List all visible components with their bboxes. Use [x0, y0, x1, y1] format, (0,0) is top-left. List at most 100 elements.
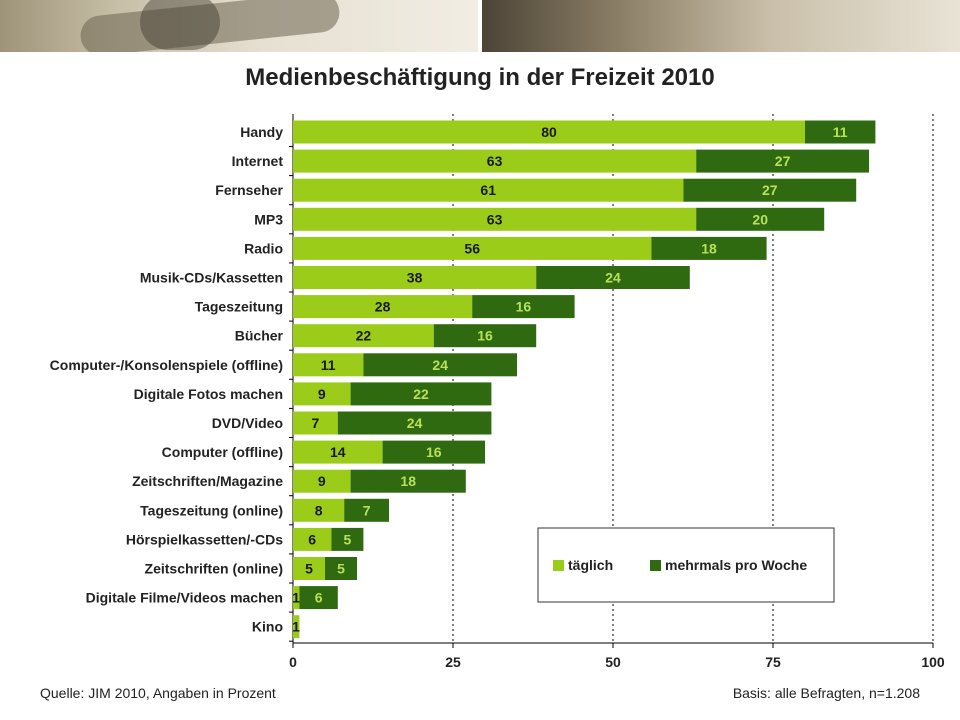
- bar-taeglich-12: [293, 469, 351, 493]
- data-label-taeglich-0: 80: [541, 124, 557, 140]
- bar-taeglich-5: [293, 266, 537, 289]
- source-note: Quelle: JIM 2010, Angaben in Prozent: [40, 685, 276, 701]
- bar-mehrmals-9: [350, 382, 492, 406]
- data-label-taeglich-1: 63: [487, 153, 503, 169]
- data-label-mehrmals-2: 27: [762, 182, 778, 198]
- data-label-mehrmals-14: 5: [344, 531, 352, 547]
- data-label-taeglich-15: 5: [305, 561, 313, 577]
- data-label-taeglich-14: 6: [308, 531, 316, 547]
- data-label-taeglich-11: 14: [330, 444, 346, 460]
- category-label-16: Digitale Filme/Videos machen: [86, 590, 283, 606]
- data-label-mehrmals-11: 16: [426, 444, 442, 460]
- bar-mehrmals-0: [805, 120, 876, 144]
- bar-mehrmals-10: [337, 411, 492, 435]
- bar-taeglich-0: [293, 120, 805, 144]
- data-label-mehrmals-16: 6: [315, 590, 323, 606]
- category-label-13: Tageszeitung (online): [140, 502, 283, 518]
- legend-box: [537, 527, 835, 603]
- bar-mehrmals-6: [472, 295, 575, 319]
- data-label-mehrmals-3: 20: [752, 211, 768, 227]
- legend-swatch-mehrmals: [650, 560, 661, 571]
- data-label-mehrmals-0: 11: [833, 124, 848, 140]
- bar-mehrmals-13: [344, 498, 389, 522]
- bar-taeglich-9: [293, 382, 351, 406]
- bar-mehrmals-7: [433, 324, 537, 348]
- legend-label-mehrmals: mehrmals pro Woche: [665, 557, 807, 573]
- bar-mehrmals-16: [299, 586, 338, 610]
- category-label-4: Radio: [244, 240, 283, 256]
- bar-taeglich-2: [293, 178, 684, 202]
- category-label-0: Handy: [240, 124, 283, 140]
- x-tick-label-25: 25: [445, 654, 461, 670]
- data-label-mehrmals-1: 27: [775, 153, 791, 169]
- data-label-mehrmals-13: 7: [363, 502, 371, 518]
- data-label-mehrmals-6: 16: [516, 299, 532, 315]
- bar-taeglich-1: [293, 149, 697, 173]
- data-label-mehrmals-9: 22: [413, 386, 429, 402]
- chart-title: Medienbeschäftigung in der Freizeit 2010: [245, 64, 715, 91]
- category-label-1: Internet: [232, 153, 284, 169]
- x-tick-label-0: 0: [289, 654, 297, 670]
- category-label-14: Hörspielkassetten/-CDs: [126, 531, 283, 547]
- x-tick-label-100: 100: [921, 654, 945, 670]
- header-photo-right: [482, 0, 960, 52]
- x-tick-label-50: 50: [605, 654, 621, 670]
- bar-taeglich-16: [293, 586, 300, 610]
- data-label-taeglich-2: 61: [480, 182, 496, 198]
- bar-mehrmals-2: [683, 178, 857, 202]
- category-label-12: Zeitschriften/Magazine: [132, 473, 283, 489]
- bar-taeglich-15: [293, 557, 325, 580]
- bar-mehrmals-15: [325, 557, 357, 580]
- bar-taeglich-8: [293, 353, 364, 377]
- data-label-mehrmals-4: 18: [701, 240, 717, 256]
- data-label-mehrmals-8: 24: [432, 357, 448, 373]
- data-label-taeglich-4: 56: [464, 240, 480, 256]
- category-label-8: Computer-/Konsolenspiele (offline): [50, 357, 283, 373]
- bar-mehrmals-12: [350, 469, 466, 493]
- category-label-17: Kino: [252, 619, 283, 635]
- data-label-mehrmals-12: 18: [400, 473, 416, 489]
- data-label-mehrmals-15: 5: [337, 561, 345, 577]
- bar-taeglich-4: [293, 236, 652, 260]
- legend-label-taeglich: täglich: [568, 557, 613, 573]
- bar-taeglich-14: [293, 527, 332, 551]
- bar-mehrmals-4: [651, 236, 767, 260]
- bar-taeglich-11: [293, 440, 383, 464]
- category-label-15: Zeitschriften (online): [145, 561, 283, 577]
- data-label-taeglich-8: 11: [321, 357, 336, 373]
- header-photo-left: [0, 0, 478, 52]
- data-label-taeglich-13: 8: [315, 502, 323, 518]
- data-label-taeglich-7: 22: [356, 328, 372, 344]
- data-label-taeglich-3: 63: [487, 211, 503, 227]
- data-label-taeglich-9: 9: [318, 386, 326, 402]
- data-label-taeglich-17: 1: [292, 619, 300, 635]
- bar-taeglich-10: [293, 411, 338, 435]
- bar-mehrmals-11: [382, 440, 485, 464]
- bar-mehrmals-3: [696, 207, 825, 231]
- category-label-10: DVD/Video: [212, 415, 283, 431]
- bar-mehrmals-14: [331, 527, 364, 551]
- basis-note: Basis: alle Befragten, n=1.208: [732, 685, 920, 701]
- bar-mehrmals-1: [696, 149, 869, 173]
- data-label-mehrmals-7: 16: [477, 328, 493, 344]
- bar-taeglich-3: [293, 207, 697, 231]
- category-label-5: Musik-CDs/Kassetten: [140, 270, 283, 286]
- category-label-6: Tageszeitung: [195, 299, 283, 315]
- bar-taeglich-13: [293, 498, 345, 522]
- header-photo-banner: [0, 0, 960, 52]
- bar-taeglich-6: [293, 295, 473, 319]
- bar-taeglich-7: [293, 324, 434, 348]
- category-label-3: MP3: [254, 211, 283, 227]
- data-label-taeglich-6: 28: [375, 299, 391, 315]
- bar-mehrmals-5: [536, 266, 690, 289]
- category-label-11: Computer (offline): [162, 444, 283, 460]
- data-label-mehrmals-5: 24: [605, 270, 621, 286]
- bar-mehrmals-8: [363, 353, 517, 377]
- data-label-taeglich-16: 1: [292, 590, 300, 606]
- bar-taeglich-17: [293, 615, 300, 639]
- legend-swatch-taeglich: [553, 560, 564, 571]
- category-label-7: Bücher: [235, 328, 284, 344]
- category-label-2: Fernseher: [215, 182, 283, 198]
- x-tick-label-75: 75: [765, 654, 781, 670]
